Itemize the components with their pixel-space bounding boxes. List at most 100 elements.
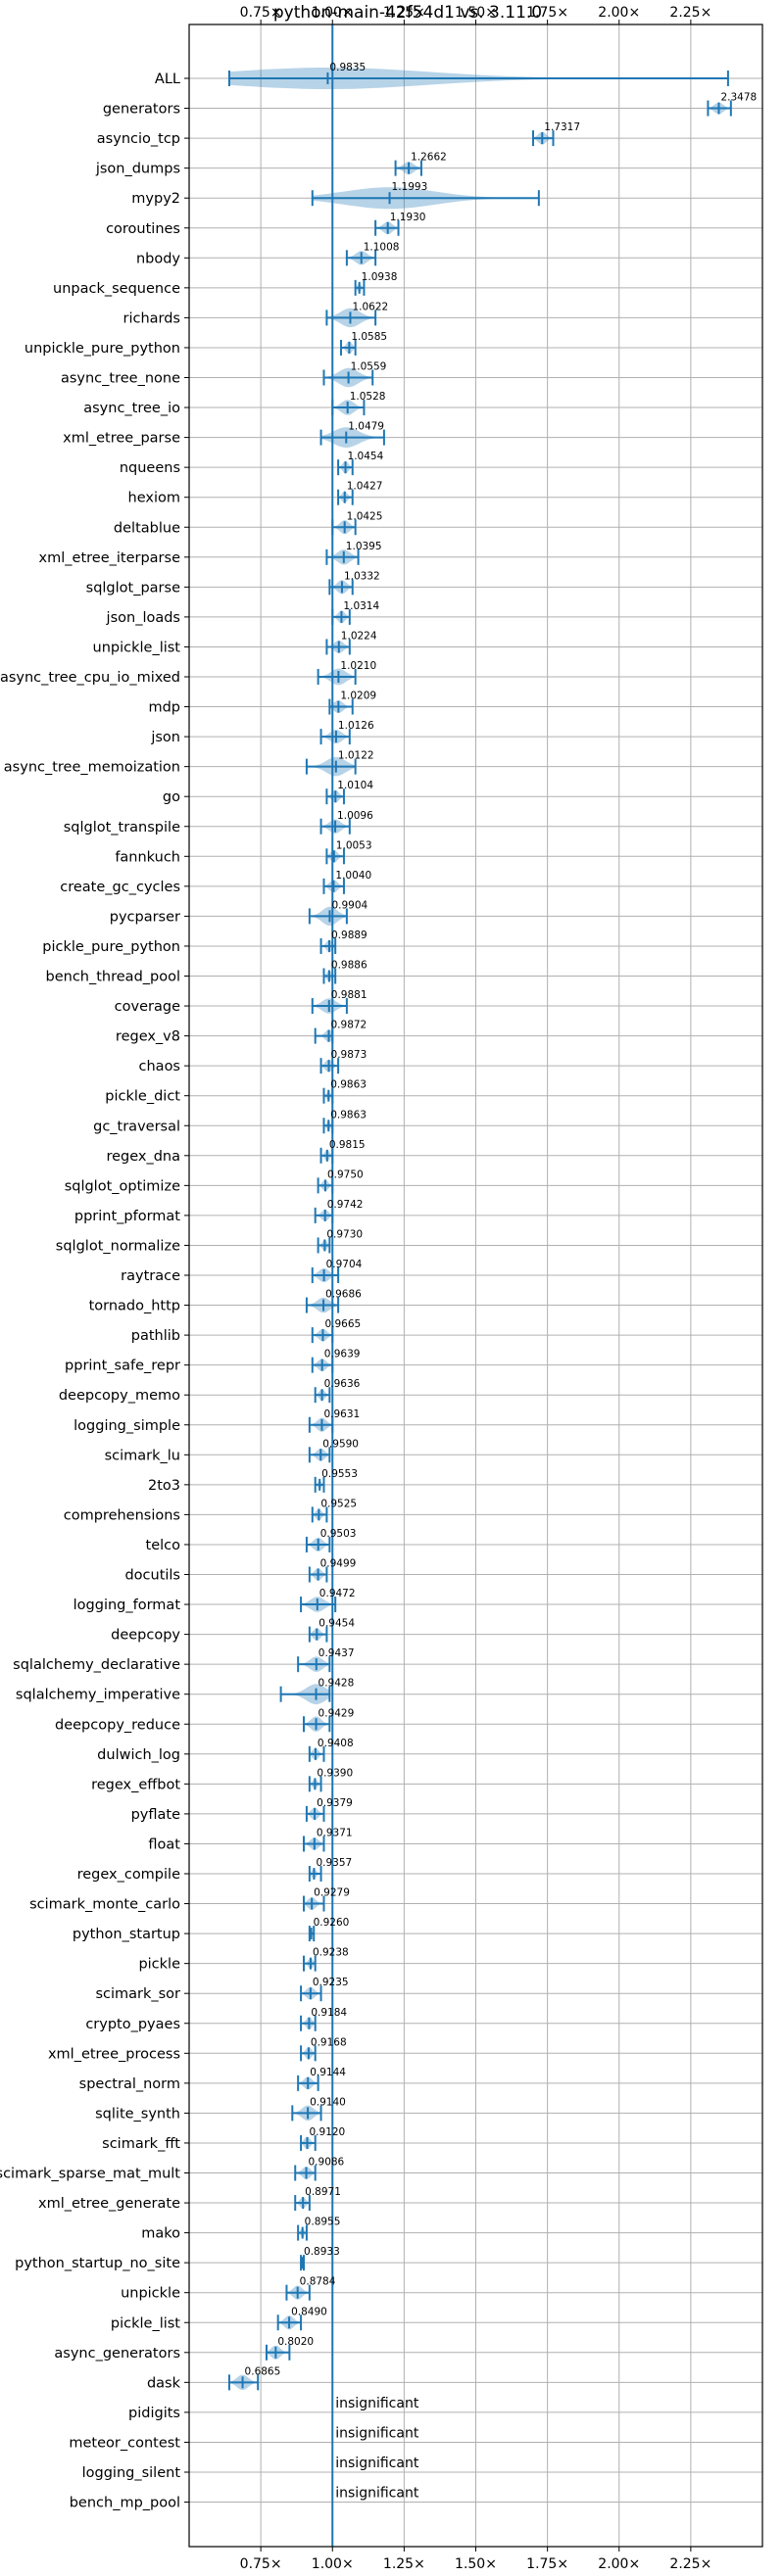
x-tick-label-top: 1.25×: [383, 5, 425, 21]
value-label: 1.0053: [336, 839, 372, 851]
value-label: 0.8933: [304, 2246, 340, 2258]
x-tick-label-top: 1.75×: [526, 5, 568, 21]
benchmark-label: gc_traversal: [93, 1119, 180, 1134]
benchmark-label: float: [148, 1837, 180, 1852]
benchmark-label: sqlalchemy_imperative: [16, 1688, 180, 1703]
benchmark-label: unpack_sequence: [53, 281, 180, 297]
benchmark-label: async_tree_io: [83, 401, 180, 416]
value-label: 0.9371: [317, 1827, 353, 1838]
benchmark-label: coverage: [115, 999, 180, 1015]
value-label: 0.9889: [331, 930, 368, 941]
x-tick-label-bottom: 1.00×: [312, 2556, 354, 2572]
benchmark-label: regex_effbot: [91, 1777, 180, 1792]
benchmark-label: docutils: [124, 1568, 180, 1584]
benchmark-label: deltablue: [114, 520, 180, 536]
benchmark-label: unpickle: [121, 2286, 180, 2302]
value-label: 1.0938: [362, 271, 398, 283]
benchmark-label: richards: [122, 310, 180, 326]
value-label: 1.2662: [411, 152, 447, 164]
value-label: 0.9235: [313, 1977, 349, 1988]
x-tick-label-bottom: 1.75×: [526, 2556, 568, 2572]
value-label: 1.0559: [351, 361, 387, 373]
value-label: 1.7317: [544, 121, 580, 133]
value-label: 0.9390: [317, 1767, 353, 1779]
value-label: 1.0479: [348, 421, 384, 433]
benchmark-label: coroutines: [106, 221, 180, 237]
benchmark-label: sqlalchemy_declarative: [13, 1657, 180, 1673]
benchmark-label: sqlite_synth: [95, 2106, 180, 2122]
x-tick-label-bottom: 0.75×: [240, 2556, 282, 2572]
benchmark-label: unpickle_pure_python: [24, 341, 180, 357]
tick-layer: 0.75× 0.75× 1.00× 1.00× 1.25× 1.25× 1.50× 1.50×…: [184, 5, 711, 2572]
value-label: 1.0425: [347, 510, 383, 522]
benchmark-label: unpickle_list: [93, 640, 181, 655]
value-label: 0.8784: [300, 2276, 336, 2288]
value-label: 0.9904: [331, 899, 368, 911]
value-label: 0.9750: [327, 1169, 364, 1180]
grid-layer: [189, 24, 762, 2547]
violin-layer: [227, 24, 732, 2547]
value-label: 0.9408: [318, 1738, 354, 1749]
value-label: 0.9168: [311, 2036, 347, 2048]
benchmark-label: scimark_monte_carlo: [29, 1897, 180, 1913]
benchmark-label: regex_compile: [77, 1867, 180, 1883]
value-label: 1.0585: [351, 331, 387, 343]
value-label: 1.0332: [344, 570, 380, 582]
value-label: 0.9872: [331, 1020, 368, 1031]
value-label: 1.0314: [343, 600, 379, 612]
value-label: 0.8971: [305, 2186, 341, 2198]
value-label: 0.9730: [326, 1228, 363, 1240]
value-label: 0.9881: [331, 989, 368, 1001]
value-label: 0.8955: [305, 2217, 341, 2228]
benchmark-label: dulwich_log: [97, 1747, 180, 1763]
benchmark-label: ALL: [155, 72, 180, 87]
benchmark-label: mdp: [148, 700, 180, 716]
benchmark-label: raytrace: [121, 1268, 180, 1284]
x-tick-label-bottom: 2.25×: [669, 2556, 711, 2572]
benchmark-label: pprint_safe_repr: [65, 1359, 180, 1374]
value-label: 0.9238: [313, 1947, 349, 1959]
benchmark-label: pyflate: [131, 1807, 180, 1823]
value-label: 0.9499: [320, 1558, 357, 1570]
benchmark-label: fannkuch: [115, 849, 180, 865]
value-label: 1.0126: [338, 720, 374, 732]
benchmark-label: pidigits: [128, 2406, 180, 2421]
benchmark-label: logging_simple: [74, 1418, 180, 1434]
benchmark-label: scimark_lu: [105, 1448, 180, 1463]
benchmark-label: async_tree_cpu_io_mixed: [0, 670, 180, 686]
benchmark-label: xml_etree_process: [48, 2046, 180, 2062]
value-label: 0.9742: [327, 1199, 364, 1211]
x-tick-label-bottom: 1.25×: [383, 2556, 425, 2572]
benchmark-label: sqlglot_normalize: [56, 1238, 180, 1254]
value-label: 0.9815: [329, 1139, 366, 1151]
benchmark-label: regex_dna: [106, 1149, 180, 1165]
value-label: 0.9686: [325, 1289, 362, 1301]
benchmark-label: crypto_pyaes: [85, 2017, 180, 2032]
benchmark-label: generators: [103, 102, 180, 118]
value-label: 0.9260: [314, 1917, 350, 1929]
benchmark-label: create_gc_cycles: [60, 880, 180, 895]
benchmark-label: xml_etree_parse: [63, 431, 180, 447]
benchmark-label: async_generators: [54, 2346, 180, 2361]
value-label: 0.8490: [291, 2306, 327, 2317]
x-tick-label-top: 2.00×: [598, 5, 640, 21]
value-label: 0.9525: [320, 1498, 357, 1509]
benchmark-label: bench_thread_pool: [46, 970, 180, 985]
value-label: 1.0209: [340, 691, 376, 702]
value-label: 0.9140: [310, 2096, 346, 2108]
plot-frame: [188, 24, 763, 2548]
value-label: 1.0210: [340, 660, 376, 672]
benchmark-label: pathlib: [131, 1328, 180, 1344]
value-label: 0.9454: [318, 1618, 355, 1630]
benchmark-label: async_tree_memoization: [4, 760, 180, 776]
x-tick-label-top: 0.75×: [240, 5, 282, 21]
benchmark-label: pycparser: [110, 909, 180, 925]
benchmark-label: pprint_pformat: [74, 1209, 180, 1224]
benchmark-label: mako: [141, 2226, 180, 2242]
value-label: 0.9437: [318, 1647, 355, 1659]
x-tick-label-bottom: 1.50×: [455, 2556, 497, 2572]
benchmark-label: chaos: [139, 1059, 180, 1074]
value-label: 0.9873: [331, 1049, 368, 1061]
value-label: 1.0122: [338, 750, 374, 762]
